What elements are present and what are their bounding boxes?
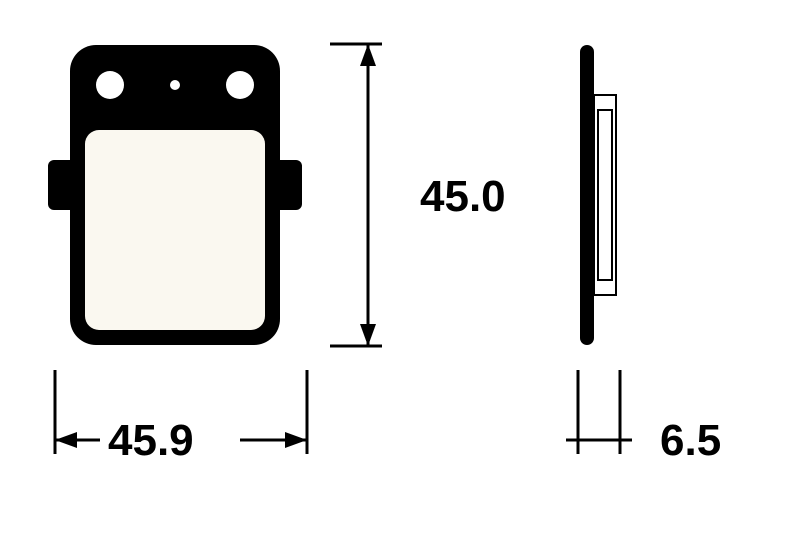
brake-pad-side-view xyxy=(560,30,640,360)
diagram-canvas: 45.9 45.0 6.5 xyxy=(0,0,800,533)
brake-pad-front-view xyxy=(30,30,310,360)
dimension-width-label: 45.9 xyxy=(108,416,194,466)
dimension-height-label: 45.0 xyxy=(420,172,506,222)
dimension-thickness-label: 6.5 xyxy=(660,416,721,466)
